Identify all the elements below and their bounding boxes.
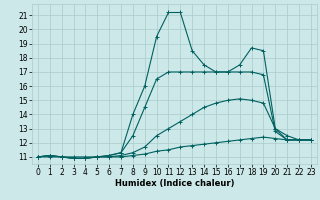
X-axis label: Humidex (Indice chaleur): Humidex (Indice chaleur) [115,179,234,188]
